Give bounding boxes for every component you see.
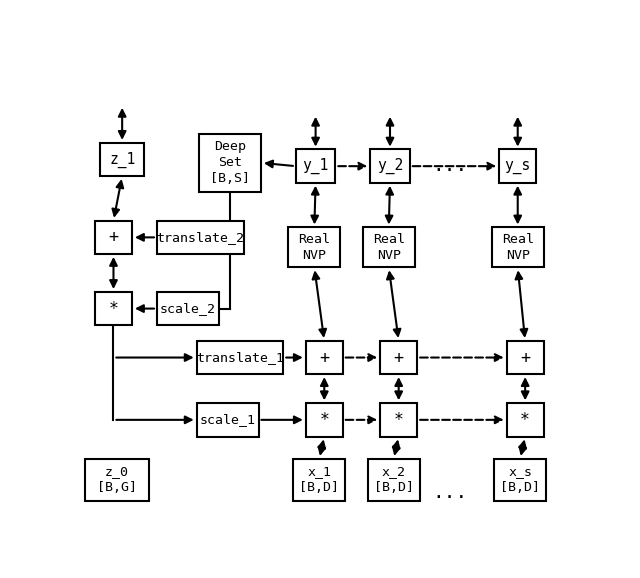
FancyBboxPatch shape bbox=[199, 134, 261, 192]
Text: x_2
[B,D]: x_2 [B,D] bbox=[374, 465, 413, 494]
Text: y_s: y_s bbox=[504, 158, 531, 173]
FancyBboxPatch shape bbox=[288, 227, 340, 268]
Text: Real
NVP: Real NVP bbox=[298, 233, 330, 262]
Text: y_1: y_1 bbox=[303, 158, 329, 174]
Text: Real
NVP: Real NVP bbox=[372, 233, 404, 262]
FancyBboxPatch shape bbox=[494, 459, 547, 501]
FancyBboxPatch shape bbox=[95, 292, 132, 325]
Text: *: * bbox=[394, 411, 404, 429]
Text: y_2: y_2 bbox=[377, 158, 403, 174]
FancyBboxPatch shape bbox=[196, 403, 259, 436]
Text: x_1
[B,D]: x_1 [B,D] bbox=[300, 465, 339, 494]
Text: translate_1: translate_1 bbox=[196, 351, 284, 364]
Text: +: + bbox=[109, 228, 118, 246]
FancyBboxPatch shape bbox=[380, 403, 417, 436]
Text: scale_1: scale_1 bbox=[200, 413, 255, 427]
FancyBboxPatch shape bbox=[85, 459, 150, 501]
Text: *: * bbox=[520, 411, 530, 429]
Text: +: + bbox=[394, 349, 404, 366]
Text: z_1: z_1 bbox=[109, 151, 135, 168]
Text: ...: ... bbox=[432, 157, 467, 176]
FancyBboxPatch shape bbox=[367, 459, 420, 501]
FancyBboxPatch shape bbox=[306, 341, 343, 374]
Text: scale_2: scale_2 bbox=[160, 302, 216, 315]
Text: translate_2: translate_2 bbox=[156, 231, 244, 244]
Text: Deep
Set
[B,S]: Deep Set [B,S] bbox=[210, 140, 250, 186]
Text: x_s
[B,D]: x_s [B,D] bbox=[500, 465, 540, 494]
Text: *: * bbox=[109, 299, 118, 317]
Text: ...: ... bbox=[432, 483, 467, 502]
FancyBboxPatch shape bbox=[306, 403, 343, 436]
FancyBboxPatch shape bbox=[157, 292, 219, 325]
Text: *: * bbox=[319, 411, 329, 429]
FancyBboxPatch shape bbox=[507, 403, 544, 436]
FancyBboxPatch shape bbox=[507, 341, 544, 374]
FancyBboxPatch shape bbox=[370, 150, 410, 183]
Text: +: + bbox=[319, 349, 329, 366]
FancyBboxPatch shape bbox=[95, 221, 132, 254]
FancyBboxPatch shape bbox=[492, 227, 544, 268]
Text: z_0
[B,G]: z_0 [B,G] bbox=[97, 465, 137, 494]
FancyBboxPatch shape bbox=[157, 221, 244, 254]
FancyBboxPatch shape bbox=[296, 150, 335, 183]
FancyBboxPatch shape bbox=[380, 341, 417, 374]
FancyBboxPatch shape bbox=[499, 150, 536, 183]
FancyBboxPatch shape bbox=[100, 143, 145, 176]
FancyBboxPatch shape bbox=[293, 459, 346, 501]
Text: +: + bbox=[520, 349, 530, 366]
Text: Real
NVP: Real NVP bbox=[502, 233, 534, 262]
FancyBboxPatch shape bbox=[196, 341, 284, 374]
FancyBboxPatch shape bbox=[363, 227, 415, 268]
